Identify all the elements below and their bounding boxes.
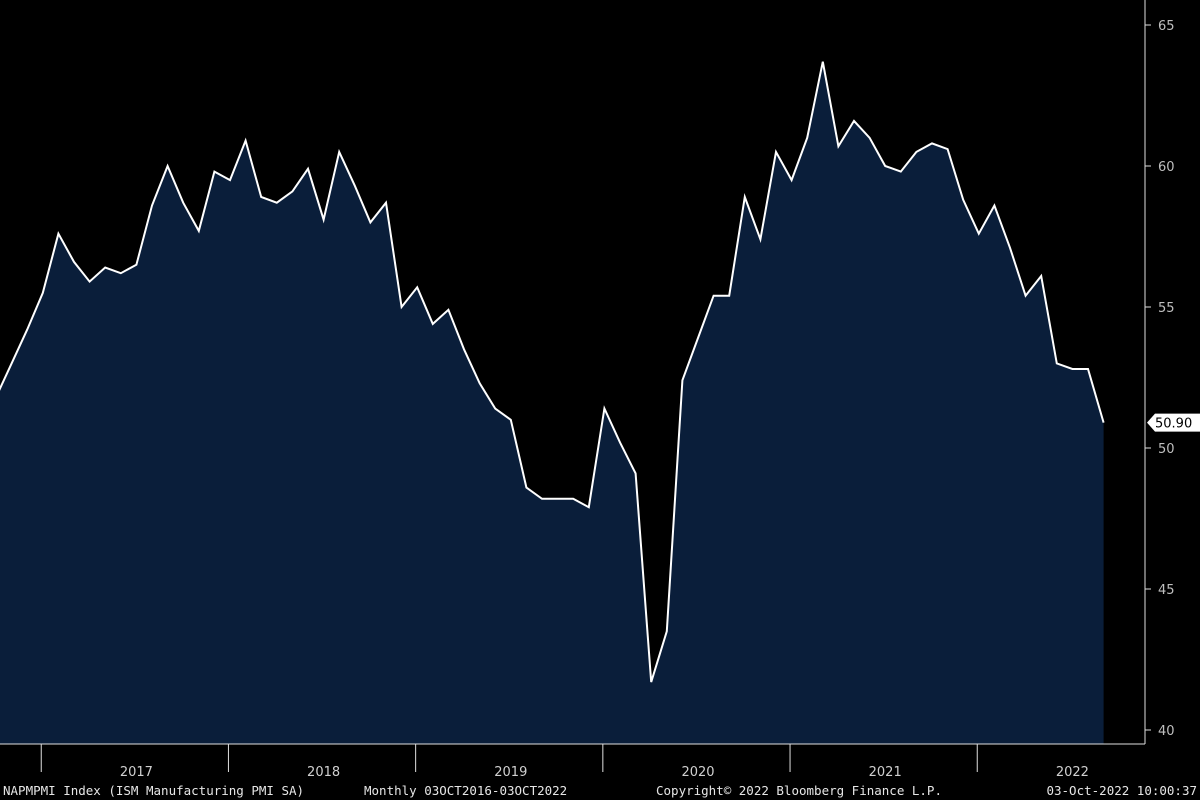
last-value-label: 50.90 [1155, 417, 1192, 432]
x-tick-label: 2017 [120, 765, 153, 780]
timestamp: 03-Oct-2022 10:00:37 [1046, 783, 1197, 798]
footer-bar: NAPMPMI Index (ISM Manufacturing PMI SA)… [0, 781, 1200, 800]
x-tick-label: 2021 [869, 765, 902, 780]
x-tick-label: 2019 [494, 765, 527, 780]
y-axis: 65 60 55 50 45 40 [1144, 0, 1175, 744]
last-value-badge [1147, 413, 1200, 432]
x-tick-label: 2022 [1056, 765, 1089, 780]
y-tick-label: 50 [1158, 442, 1175, 457]
y-tick-label: 45 [1158, 583, 1175, 598]
y-tick-label: 60 [1158, 160, 1175, 175]
last-value-marker: 50.90 [1147, 413, 1200, 432]
security-name: NAPMPMI Index (ISM Manufacturing PMI SA) [3, 783, 305, 798]
copyright-text: Copyright© 2022 Bloomberg Finance L.P. [656, 783, 942, 798]
y-tick-label: 40 [1158, 724, 1175, 739]
pmi-area-fill [0, 61, 1104, 744]
y-tick-label: 65 [1158, 19, 1175, 34]
x-tick-label: 2018 [307, 765, 340, 780]
pmi-series-line [0, 61, 1105, 683]
date-range: Monthly 03OCT2016-03OCT2022 [364, 783, 568, 798]
plot-area [0, 61, 1105, 744]
y-tick-label: 55 [1158, 301, 1175, 316]
x-tick-label: 2020 [681, 765, 714, 780]
x-axis: 2017 2018 2019 2020 2021 2022 [0, 743, 1145, 780]
